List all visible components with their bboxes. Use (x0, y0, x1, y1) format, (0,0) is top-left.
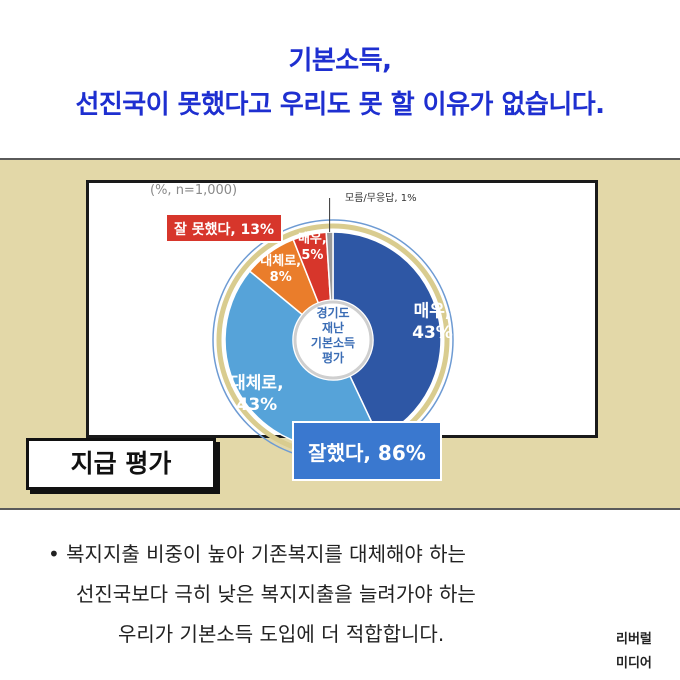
slice-label-3: 매우, (298, 232, 327, 247)
no-answer-name: 모름/무응답, (345, 193, 398, 204)
slice-label-2: 대체로, (260, 254, 301, 269)
no-answer-value: 1% (400, 193, 417, 204)
center-label-0: 경기도 (316, 305, 349, 320)
bullet-line-3: 우리가 기본소득 도입에 더 적합합니다. (118, 622, 445, 646)
bullet-line-2: 선진국보다 극히 낮은 복지지출을 늘려가야 하는 (76, 582, 476, 606)
slice-value-1: 43% (237, 395, 278, 415)
unit-note: (%, n=1,000) (150, 183, 238, 198)
logo: 리버럴 미디어 (616, 628, 652, 676)
center-label-1: 재난 (322, 321, 344, 335)
headline-line-1: 기본소득, (288, 46, 392, 76)
pie-slice-4 (325, 231, 334, 301)
center-disc (293, 300, 373, 380)
slice-value-3: 5% (301, 248, 323, 263)
group-label-good: 잘했다, 86% (292, 421, 442, 481)
slice-value-2: 8% (270, 270, 292, 285)
no-answer-label: 모름/무응답, 1% (345, 189, 417, 204)
pie-slice-0 (332, 231, 442, 439)
center-label-3: 평가 (322, 350, 344, 365)
headline-line-2: 선진국이 못했다고 우리도 못 할 이유가 없습니다. (75, 90, 605, 120)
bullet-line-1: • 복지지출 비중이 높아 기존복지를 대체해야 하는 (48, 538, 680, 567)
logo-line-2: 미디어 (616, 656, 652, 671)
section-tag: 지급 평가 (26, 438, 216, 490)
slice-value-0: 43% (412, 323, 453, 343)
bullet-mark: • (48, 542, 60, 566)
logo-line-1: 리버럴 (616, 632, 652, 647)
slice-label-0: 매우, (414, 302, 452, 322)
center-label-2: 기본소득 (311, 335, 355, 350)
slice-label-1: 대체로, (230, 374, 283, 394)
group-label-bad: 잘 못했다, 13% (165, 213, 283, 243)
bullet-text-1: 복지지출 비중이 높아 기존복지를 대체해야 하는 (66, 542, 466, 566)
